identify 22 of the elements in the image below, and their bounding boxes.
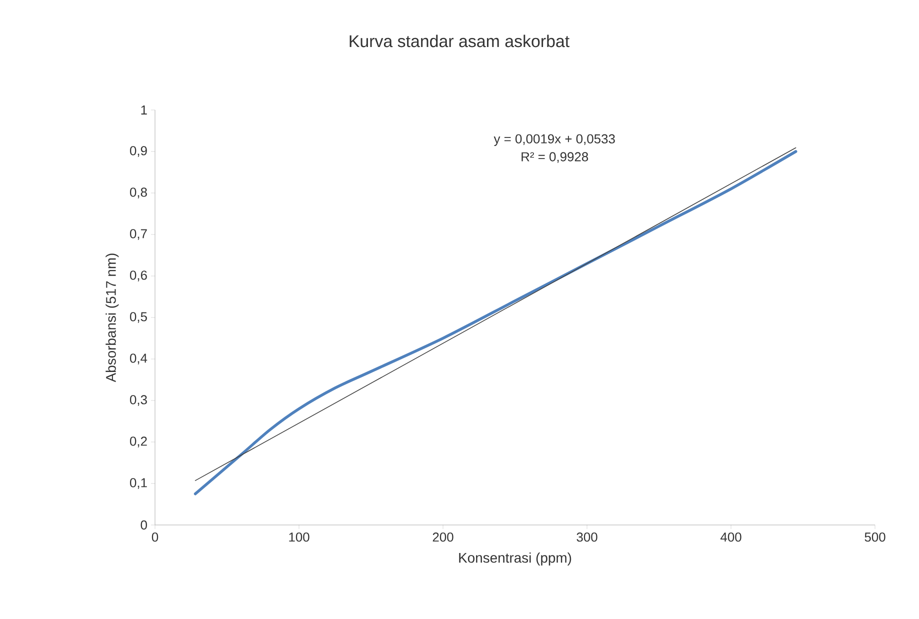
y-tick-label: 0,5: [130, 312, 147, 323]
x-tick-label: 100: [289, 532, 310, 542]
y-tick-label: 0,6: [130, 270, 147, 282]
x-tick-label: 200: [432, 532, 454, 542]
x-tick-label: 300: [576, 532, 598, 542]
y-tick-label: 0,4: [130, 354, 148, 364]
y-tick-label: 0,7: [130, 229, 147, 240]
chart-title: Kurva standar asam askorbat: [350, 34, 570, 48]
y-tick-label: 0,8: [130, 188, 147, 198]
y-axis-title: Absorbansi (517 nm): [106, 254, 119, 382]
y-tick-label: 0,1: [130, 478, 147, 489]
x-tick-label: 0: [152, 532, 158, 542]
y-tick-label: 1: [141, 106, 147, 114]
y-tick-label: 0,9: [130, 146, 147, 157]
y-tick-label: 0,2: [130, 436, 147, 448]
annotation: y = 0,0019x + 0,0533: [494, 134, 615, 146]
annotation: R² = 0,9928: [522, 152, 588, 163]
y-tick-label: 0: [140, 520, 147, 530]
x-tick-label: 500: [864, 532, 886, 542]
y-tick-label: 0,3: [130, 395, 147, 406]
x-tick-label: 400: [720, 532, 742, 542]
x-axis-title: Konsentrasi (ppm): [459, 552, 572, 566]
